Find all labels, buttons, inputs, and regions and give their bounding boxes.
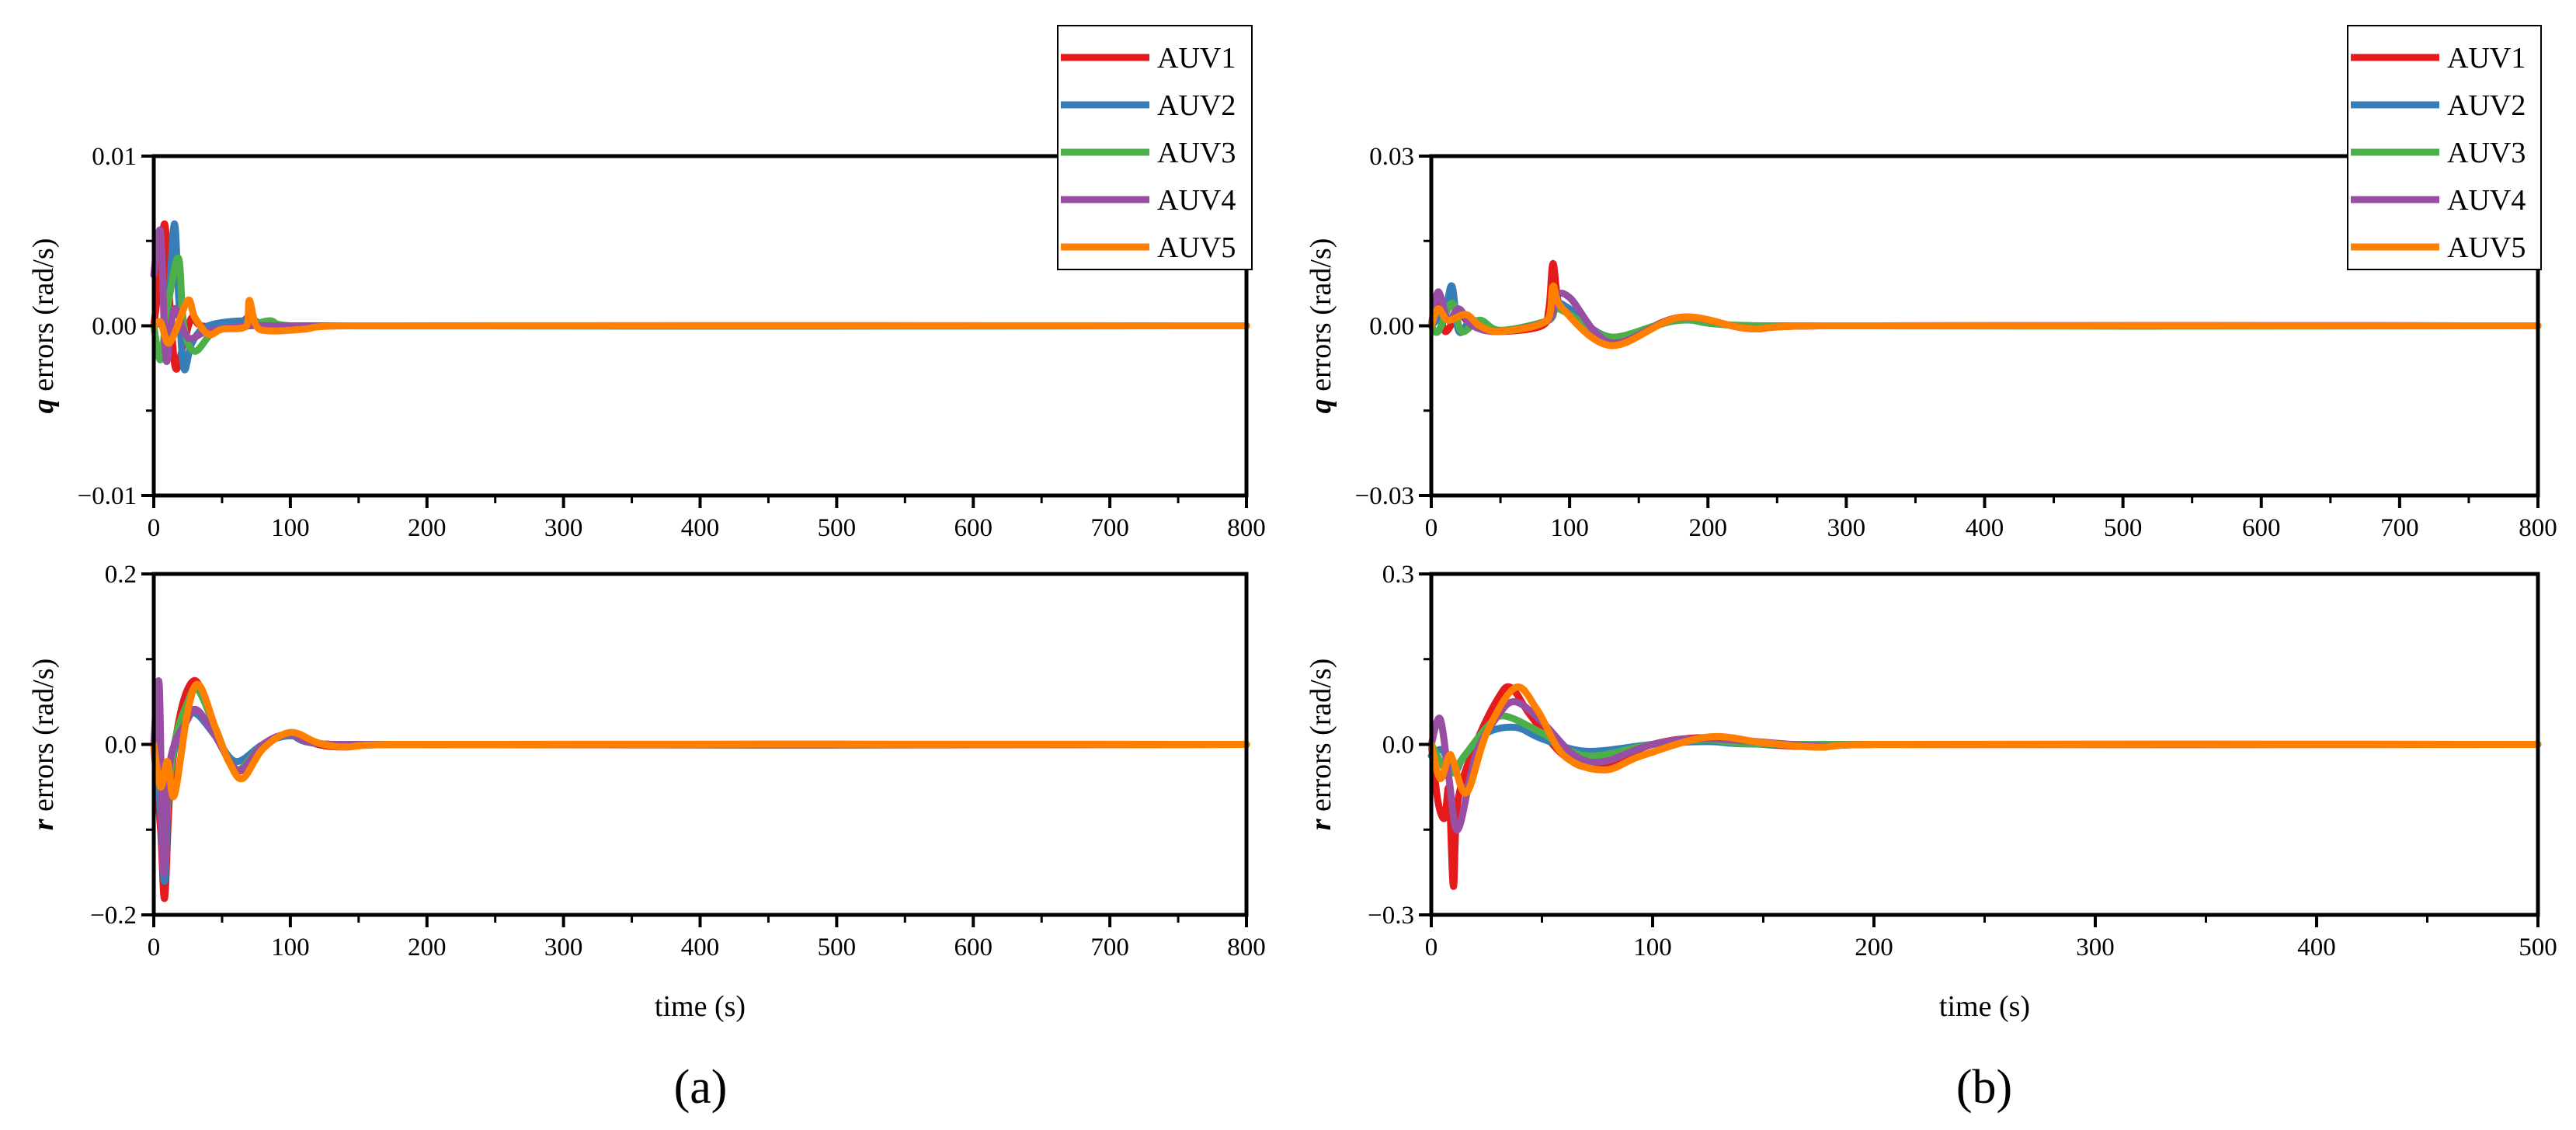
y-axis-label: q errors (rad/s): [1305, 238, 1337, 414]
series-line-auv4: [1427, 288, 2542, 347]
x-tick-label: 400: [2297, 934, 2336, 961]
y-tick-label: 0.0: [1382, 732, 1414, 760]
y-tick-label: −0.01: [78, 482, 137, 510]
legend-label: AUV5: [2447, 231, 2526, 264]
y-tick-label: 0.3: [1382, 561, 1414, 589]
x-tick-label: 800: [1227, 514, 1266, 542]
y-axis-label-text: errors (rad/s): [27, 238, 60, 399]
x-tick-label: 100: [271, 514, 310, 542]
x-axis-label: time (s): [655, 990, 746, 1023]
y-tick-label: 0.00: [92, 313, 137, 341]
legend: AUV1 AUV2 AUV3 AUV4 AUV5: [1057, 25, 1253, 270]
x-tick-label: 600: [954, 514, 993, 542]
x-tick-label: 0: [1425, 934, 1438, 961]
x-tick-label: 0: [148, 514, 161, 542]
x-tick-label: 300: [1827, 514, 1866, 542]
x-axis-label: time (s): [1939, 990, 2030, 1023]
x-tick-label: 400: [1966, 514, 2004, 542]
y-tick-label: −0.03: [1355, 482, 1414, 510]
legend-box: [2347, 25, 2542, 270]
y-axis-label-text: errors (rad/s): [1305, 238, 1337, 399]
series-line-auv3: [150, 254, 1250, 363]
y-axis-label-variable: r: [1305, 818, 1337, 830]
x-tick-label: 600: [2242, 514, 2281, 542]
y-tick-label: 0.0: [105, 732, 137, 760]
panel-label-b: (b): [1956, 1061, 2012, 1114]
legend-label: AUV1: [2447, 42, 2526, 75]
y-tick-label: 0.2: [105, 561, 137, 589]
subplot-a-bottom: 0 100 200 300 400 500 600 700 800 0.2 0.0 −0.2 r err…: [27, 561, 1266, 1023]
panel-label-a: (a): [674, 1061, 728, 1114]
x-tick-label: 800: [2519, 514, 2557, 542]
y-tick-label: 0.03: [1369, 143, 1414, 171]
y-axis-label: r errors (rad/s): [1305, 659, 1337, 831]
subplot-a-top: 0 100 200 300 400 500 600 700 800 0.01 0.00 −0.01 q …: [27, 25, 1266, 542]
series-line-auv5: [1427, 283, 2542, 349]
legend-box: [1057, 25, 1253, 270]
legend: AUV1 AUV2 AUV3 AUV4 AUV5: [2347, 25, 2542, 270]
y-axis-label-text: errors (rad/s): [1305, 659, 1337, 819]
series-line-auv3: [150, 684, 1250, 834]
x-tick-label: 600: [954, 934, 993, 961]
x-tick-label: 500: [2104, 514, 2143, 542]
y-axis-label-variable: r: [27, 818, 60, 830]
y-axis-label: q errors (rad/s): [27, 238, 60, 414]
legend-label: AUV3: [1157, 137, 1236, 169]
series-line-auv5: [1427, 683, 2542, 797]
x-tick-label: 200: [408, 514, 447, 542]
legend-label: AUV4: [1157, 184, 1236, 217]
legend-label: AUV3: [2447, 137, 2526, 169]
x-tick-label: 100: [271, 934, 310, 961]
y-axis-label-variable: q: [1305, 398, 1337, 413]
x-tick-label: 0: [148, 934, 161, 961]
x-tick-label: 300: [544, 934, 583, 961]
y-axis-label: r errors (rad/s): [27, 659, 60, 831]
x-tick-label: 100: [1633, 934, 1672, 961]
x-tick-label: 100: [1550, 514, 1589, 542]
x-tick-label: 200: [408, 934, 447, 961]
x-tick-label: 700: [2380, 514, 2419, 542]
series-line-auv2: [150, 708, 1250, 885]
x-tick-label: 800: [1227, 934, 1266, 961]
y-axis-label-variable: q: [27, 398, 60, 413]
series-line-auv1: [1427, 683, 2542, 890]
legend-label: AUV2: [1157, 89, 1236, 122]
y-tick-label: −0.3: [1368, 902, 1414, 930]
x-tick-label: 300: [2076, 934, 2115, 961]
series-line-auv4: [150, 677, 1250, 878]
x-tick-label: 300: [544, 514, 583, 542]
x-tick-label: 400: [681, 934, 720, 961]
legend-label: AUV1: [1157, 42, 1236, 75]
x-tick-label: 700: [1090, 514, 1129, 542]
y-tick-label: −0.2: [90, 902, 137, 930]
series-line-auv5: [150, 296, 1250, 347]
y-tick-label: 0.01: [92, 143, 137, 171]
subplot-b-bottom: 0 100 200 300 400 500 0.3 0.0 −0.3 r errors (rad/…: [1305, 561, 2557, 1023]
x-tick-label: 0: [1425, 514, 1438, 542]
x-tick-label: 200: [1689, 514, 1728, 542]
x-tick-label: 400: [681, 514, 720, 542]
series-line-auv5: [150, 680, 1250, 801]
x-tick-label: 200: [1855, 934, 1893, 961]
series-line-auv1: [150, 676, 1250, 902]
x-tick-label: 500: [818, 514, 857, 542]
x-tick-label: 500: [818, 934, 857, 961]
legend-label: AUV4: [2447, 184, 2526, 217]
subplot-b-top: 0 100 200 300 400 500 600 700 800 0.03 0.00 −0.03 q …: [1305, 25, 2557, 542]
x-tick-label: 500: [2519, 934, 2557, 961]
legend-label: AUV2: [2447, 89, 2526, 122]
y-tick-label: 0.00: [1369, 313, 1414, 341]
y-axis-label-text: errors (rad/s): [27, 659, 60, 819]
legend-label: AUV5: [1157, 231, 1236, 264]
x-tick-label: 700: [1090, 934, 1129, 961]
